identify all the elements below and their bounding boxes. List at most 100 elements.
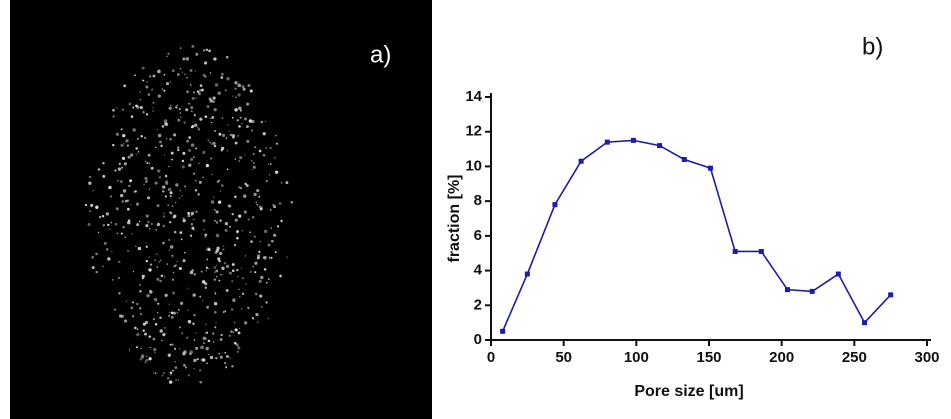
speckle (228, 204, 232, 208)
speckle (232, 133, 235, 136)
speckle (249, 231, 251, 233)
speckle (169, 138, 172, 141)
speckle (187, 309, 189, 311)
speckle (193, 91, 195, 94)
speckle (147, 93, 151, 96)
speckle (241, 292, 245, 296)
speckle (141, 66, 145, 70)
speckle (224, 222, 229, 226)
speckle (108, 185, 112, 190)
speckle (172, 215, 176, 219)
speckle (95, 205, 99, 209)
speckle (212, 332, 215, 335)
speckle (178, 326, 181, 329)
speckle (139, 284, 141, 286)
speckle (218, 132, 222, 136)
speckle (132, 301, 134, 304)
speckle (195, 210, 198, 214)
speckle (212, 341, 215, 343)
speckle (178, 308, 180, 311)
speckle (265, 147, 268, 149)
speckle (213, 208, 216, 211)
speckle (189, 234, 193, 237)
speckle (145, 259, 149, 263)
speckle (117, 276, 121, 280)
speckle (198, 162, 200, 164)
speckle (167, 353, 171, 357)
speckle (268, 174, 271, 176)
speckle (127, 250, 129, 252)
speckle (217, 200, 222, 204)
speckle (119, 180, 123, 184)
speckle (238, 214, 242, 218)
speckle (90, 203, 94, 207)
speckle (220, 76, 224, 79)
speckle (139, 307, 142, 310)
speckle (206, 305, 210, 309)
speckle (122, 142, 125, 145)
speckle (159, 140, 162, 144)
speckle (117, 179, 119, 182)
speckle (267, 278, 270, 281)
speckle (131, 233, 133, 235)
speckle (184, 185, 187, 188)
speckle (161, 125, 165, 128)
speckle (189, 352, 192, 356)
speckle (116, 232, 119, 235)
speckle (92, 189, 94, 192)
speckle (265, 301, 268, 304)
speckle (231, 263, 235, 266)
speckle (135, 346, 138, 349)
speckle (262, 255, 267, 260)
speckle (206, 362, 208, 365)
speckle (189, 350, 194, 354)
speckle (128, 102, 132, 106)
speckle (152, 372, 155, 374)
speckle (117, 167, 122, 171)
speckle (156, 266, 159, 268)
speckle (233, 243, 237, 247)
speckle (140, 354, 145, 358)
speckle (182, 57, 186, 61)
x-tick-label: 200 (769, 349, 794, 366)
speckle (234, 87, 237, 90)
speckle (176, 260, 179, 263)
speckle (135, 153, 138, 156)
speckle (132, 128, 136, 132)
speckle (89, 176, 92, 178)
speckle (239, 296, 241, 298)
speckle (212, 141, 216, 146)
speckle (228, 130, 230, 132)
speckle (265, 281, 268, 284)
speckle (122, 226, 125, 229)
speckle (270, 227, 273, 229)
speckle (224, 361, 226, 364)
speckle (157, 311, 159, 314)
speckle (200, 270, 203, 273)
speckle (218, 279, 221, 282)
speckle (181, 165, 185, 169)
speckle (127, 155, 131, 159)
speckle (237, 346, 241, 350)
speckle (249, 89, 253, 93)
speckle (136, 302, 139, 306)
speckle (147, 196, 151, 200)
speckle (233, 341, 237, 345)
speckle (169, 211, 171, 213)
speckle (176, 104, 179, 107)
data-point (809, 288, 815, 294)
speckle (156, 277, 160, 281)
speckle (246, 102, 250, 106)
speckle (120, 232, 123, 235)
speckle (205, 331, 208, 335)
speckle (201, 280, 206, 284)
speckle (133, 191, 136, 193)
speckle (194, 70, 196, 72)
speckle (193, 218, 195, 221)
speckle (179, 301, 184, 305)
speckle (213, 302, 218, 306)
y-tick-label: 6 (474, 227, 482, 244)
speckle (120, 193, 124, 198)
data-point (707, 165, 713, 171)
speckle (223, 262, 227, 265)
